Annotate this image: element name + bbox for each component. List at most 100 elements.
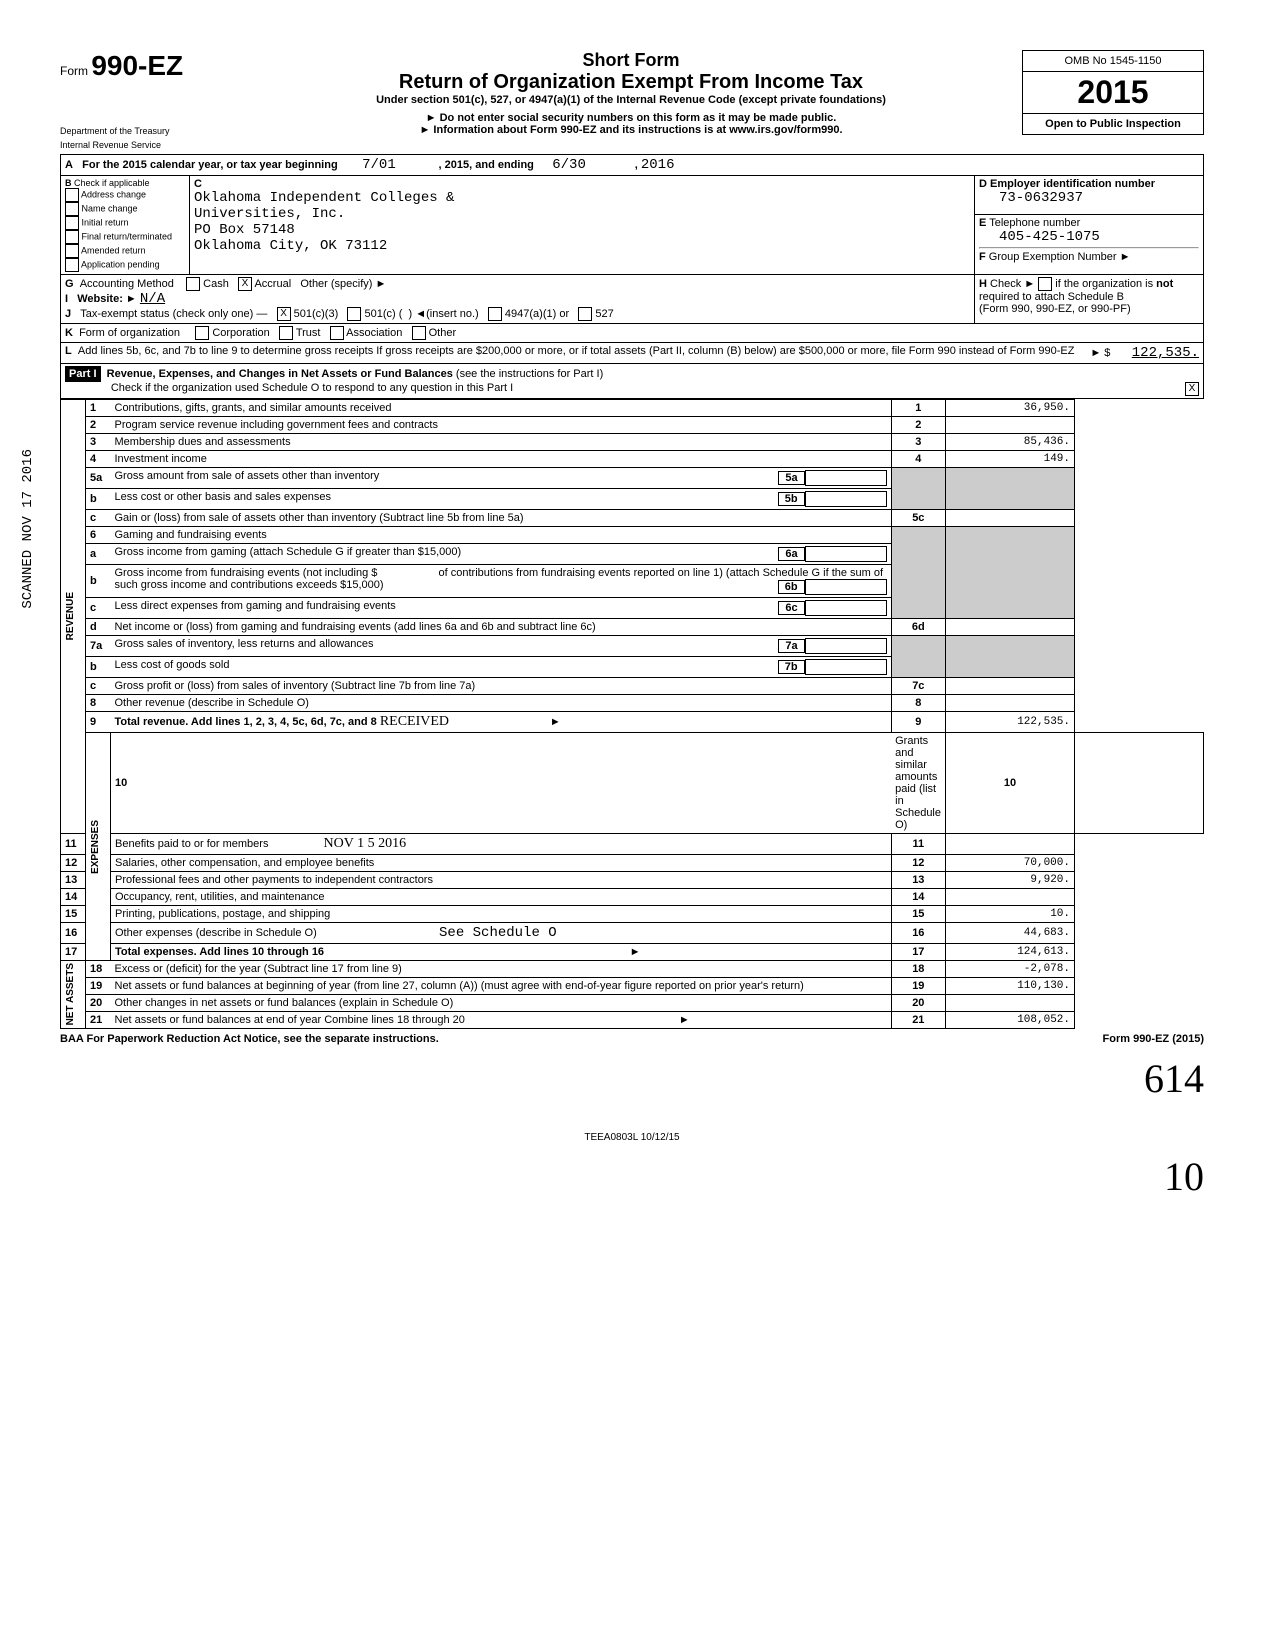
line-l-text: Add lines 5b, 6c, and 7b to line 9 to de… <box>78 345 1075 357</box>
line-20-text: Other changes in net assets or fund bala… <box>111 995 892 1012</box>
phone-label: Telephone number <box>989 217 1080 229</box>
form-header: Form 990-EZ Department of the Treasury I… <box>60 50 1204 150</box>
opt-name-change: Name change <box>82 203 138 213</box>
omb-number: OMB No 1545-1150 <box>1023 51 1203 72</box>
input-6a[interactable] <box>805 546 887 562</box>
line-9-text: Total revenue. Add lines 1, 2, 3, 4, 5c,… <box>115 716 377 728</box>
tax-year-end-year: 2016 <box>641 157 675 173</box>
part1-title: Revenue, Expenses, and Changes in Net As… <box>107 368 453 380</box>
line-19-text: Net assets or fund balances at beginning… <box>111 978 892 995</box>
line-5c-text: Gain or (loss) from sale of assets other… <box>111 510 892 527</box>
website-value: N/A <box>140 291 165 307</box>
checkbox-final[interactable] <box>65 230 79 244</box>
line-1-amt: 36,950. <box>946 400 1075 417</box>
line-l-arrow: ► $ <box>1090 347 1110 359</box>
org-addr-2: Oklahoma City, OK 73112 <box>194 238 387 254</box>
checkbox-501c[interactable] <box>347 307 361 321</box>
opt-other-org: Other <box>429 327 457 339</box>
checkbox-address[interactable] <box>65 188 79 202</box>
box-6c: 6c <box>778 601 804 615</box>
checkbox-4947[interactable] <box>488 307 502 321</box>
ein-value: 73-0632937 <box>979 190 1083 206</box>
checkbox-h[interactable] <box>1038 277 1052 291</box>
box-5b: 5b <box>778 492 805 506</box>
acct-method-label: Accounting Method <box>80 278 174 290</box>
line-a: A For the 2015 calendar year, or tax yea… <box>61 155 1204 176</box>
tax-year: 2015 <box>1023 72 1203 113</box>
footer-right: Form 990-EZ (2015) <box>1103 1033 1204 1045</box>
checkbox-accrual[interactable]: X <box>238 277 252 291</box>
checkbox-initial[interactable] <box>65 216 79 230</box>
footer-code: TEEA0803L 10/12/15 <box>60 1132 1204 1143</box>
line-a-prefix: For the 2015 calendar year, or tax year … <box>82 159 338 171</box>
checkbox-527[interactable] <box>578 307 592 321</box>
h-check: Check ► <box>990 278 1035 290</box>
opt-other: Other (specify) ► <box>300 278 386 290</box>
line-3-amt: 85,436. <box>946 434 1075 451</box>
checkbox-name[interactable] <box>65 202 79 216</box>
box-b: B Check if applicable Address change Nam… <box>61 176 190 275</box>
line-14-amt <box>946 889 1075 906</box>
input-6c[interactable] <box>805 600 887 616</box>
org-name-1: Oklahoma Independent Colleges & <box>194 190 454 206</box>
box-d: D Employer identification number 73-0632… <box>975 176 1204 215</box>
line-19-amt: 110,130. <box>946 978 1075 995</box>
input-5a[interactable] <box>805 470 887 486</box>
checkbox-schedule-o[interactable]: X <box>1185 382 1199 396</box>
insert-no: ) ◄(insert no.) <box>409 308 479 320</box>
line-16-note: See Schedule O <box>439 925 557 941</box>
line-5b-text: Less cost or other basis and sales expen… <box>115 491 331 503</box>
h-text3: required to attach Schedule B <box>979 291 1124 303</box>
line-2-text: Program service revenue including govern… <box>111 417 892 434</box>
opt-initial: Initial return <box>82 217 129 227</box>
h-text2: if the organization is <box>1055 278 1153 290</box>
line-4-amt: 149. <box>946 451 1075 468</box>
opt-527: 527 <box>595 308 613 320</box>
line-6a-text: Gross income from gaming (attach Schedul… <box>115 546 462 558</box>
line-a-comma: , <box>635 159 638 171</box>
form-prefix: Form <box>60 64 88 78</box>
box-e-f: E Telephone number 405-425-1075 F Group … <box>975 214 1204 274</box>
tax-year-end: 6/30 <box>552 157 586 173</box>
line-18-amt: -2,078. <box>946 961 1075 978</box>
line-4-text: Investment income <box>111 451 892 468</box>
line-2-amt <box>946 417 1075 434</box>
line-1-text: Contributions, gifts, grants, and simila… <box>111 400 892 417</box>
opt-amended: Amended return <box>81 245 146 255</box>
line-8-text: Other revenue (describe in Schedule O) <box>111 695 892 712</box>
line-h: H Check ► if the organization is not req… <box>975 275 1204 324</box>
gross-receipts: 122,535. <box>1132 345 1199 361</box>
input-7a[interactable] <box>805 638 887 654</box>
input-6b[interactable] <box>805 579 887 595</box>
line-13-text: Professional fees and other payments to … <box>111 872 892 889</box>
form-number: Form 990-EZ <box>60 50 240 82</box>
opt-501c: 501(c) ( <box>364 308 402 320</box>
line-12-amt: 70,000. <box>946 855 1075 872</box>
subtitle-2: ► Do not enter social security numbers o… <box>240 112 1022 124</box>
line-6b-text: Gross income from fundraising events (no… <box>115 567 378 579</box>
tax-year-begin: 7/01 <box>362 157 396 173</box>
dept-treasury: Department of the Treasury <box>60 126 240 136</box>
line-6-text: Gaming and fundraising events <box>111 527 892 544</box>
opt-pending: Application pending <box>81 259 160 269</box>
footer: BAA For Paperwork Reduction Act Notice, … <box>60 1033 1204 1045</box>
checkbox-pending[interactable] <box>65 258 79 272</box>
line-11-text: Benefits paid to or for members <box>115 838 268 850</box>
checkbox-501c3[interactable]: X <box>277 307 291 321</box>
checkbox-other-org[interactable] <box>412 326 426 340</box>
input-7b[interactable] <box>805 659 887 675</box>
h-not: not <box>1156 278 1173 290</box>
checkbox-corp[interactable] <box>195 326 209 340</box>
subtitle-1: Under section 501(c), 527, or 4947(a)(1)… <box>240 94 1022 106</box>
main-title: Return of Organization Exempt From Incom… <box>240 71 1022 94</box>
lines-table: REVENUE 1Contributions, gifts, grants, a… <box>60 399 1204 1029</box>
checkbox-assoc[interactable] <box>330 326 344 340</box>
box-6b: 6b <box>778 580 805 594</box>
checkbox-amended[interactable] <box>65 244 79 258</box>
line-15-amt: 10. <box>946 906 1075 923</box>
input-5b[interactable] <box>805 491 887 507</box>
line-7b-text: Less cost of goods sold <box>115 659 230 671</box>
line-14-text: Occupancy, rent, utilities, and maintena… <box>111 889 892 906</box>
checkbox-cash[interactable] <box>186 277 200 291</box>
checkbox-trust[interactable] <box>279 326 293 340</box>
